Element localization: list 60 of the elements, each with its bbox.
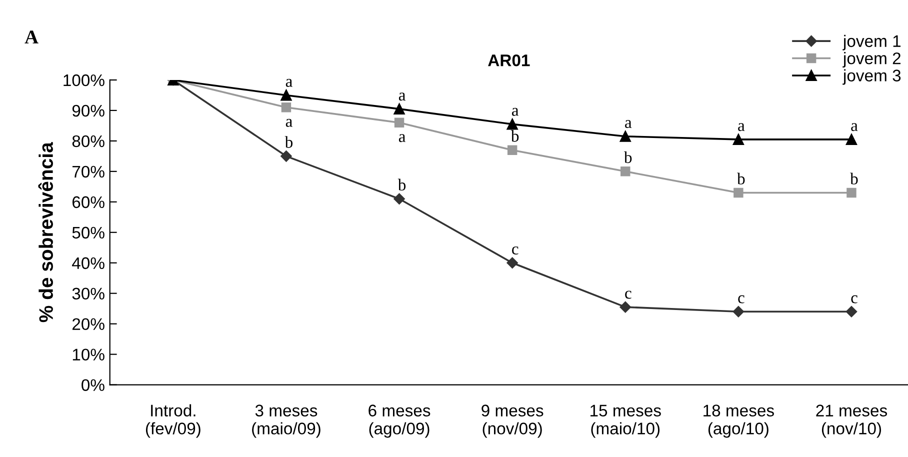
point xyxy=(506,257,518,268)
x-tick-label: 15 meses (maio/10) xyxy=(590,404,661,438)
x-tick-label: 3 meses (maio/09) xyxy=(252,404,320,438)
annotation: c xyxy=(851,295,858,304)
point xyxy=(280,150,292,162)
annotation: a xyxy=(512,108,519,116)
annotation: c xyxy=(738,295,744,304)
annotation: a xyxy=(851,123,858,132)
x-tick-label: 18 meses (ago/10) xyxy=(704,404,774,438)
point xyxy=(846,188,856,198)
point xyxy=(620,130,631,142)
annotation: a xyxy=(286,78,292,87)
point xyxy=(281,102,292,112)
x-tick-label: 9 meses (nov/09) xyxy=(482,404,544,438)
point xyxy=(846,134,858,145)
y-tick-label: 70% xyxy=(72,166,104,178)
point xyxy=(280,90,292,101)
annotation: a xyxy=(738,123,745,132)
y-tick-label: 60% xyxy=(72,196,104,208)
annotation: b xyxy=(850,172,858,184)
point xyxy=(620,301,631,313)
point xyxy=(507,145,518,155)
point xyxy=(732,134,744,145)
y-tick-label: 30% xyxy=(72,288,104,300)
y-tick-label: 0% xyxy=(82,379,104,391)
annotation: a xyxy=(286,118,292,127)
y-tick-label: 80% xyxy=(72,135,104,148)
annotation: a xyxy=(398,134,406,142)
y-tick-label: 50% xyxy=(72,226,104,239)
y-tick-label: 100% xyxy=(64,74,104,86)
annotation: b xyxy=(510,130,519,142)
point xyxy=(846,306,858,318)
annotation: c xyxy=(625,290,632,299)
annotation: c xyxy=(512,246,518,255)
annotation: a xyxy=(398,92,406,101)
point xyxy=(394,118,404,128)
point xyxy=(506,118,518,130)
y-tick-label: 10% xyxy=(72,348,104,361)
point xyxy=(734,188,744,198)
y-tick-label: 90% xyxy=(72,104,104,117)
point xyxy=(620,166,630,176)
annotation: a xyxy=(625,120,632,128)
chart-title: AR01 xyxy=(488,54,530,66)
point xyxy=(394,193,405,204)
x-tick-label: 6 meses (ago/09) xyxy=(368,404,430,438)
x-tick-label: 21 meses (nov/10) xyxy=(816,404,888,438)
legend-label: jovem 1 xyxy=(842,34,901,50)
x-tick-label: Introd. (fev/09) xyxy=(146,404,200,438)
annotation: b xyxy=(398,178,406,191)
legend-label: jovem 3 xyxy=(842,69,901,85)
legend-label: jovem 2 xyxy=(842,52,900,68)
text: A xyxy=(24,30,38,44)
annotation: b xyxy=(737,172,745,184)
point xyxy=(732,306,744,318)
y-axis-title: % de sobrevivência xyxy=(38,142,53,322)
point xyxy=(394,103,405,114)
annotation: b xyxy=(624,151,632,164)
y-tick-label: 40% xyxy=(72,257,104,270)
y-tick-label: 20% xyxy=(72,318,104,330)
annotation: b xyxy=(284,136,293,148)
